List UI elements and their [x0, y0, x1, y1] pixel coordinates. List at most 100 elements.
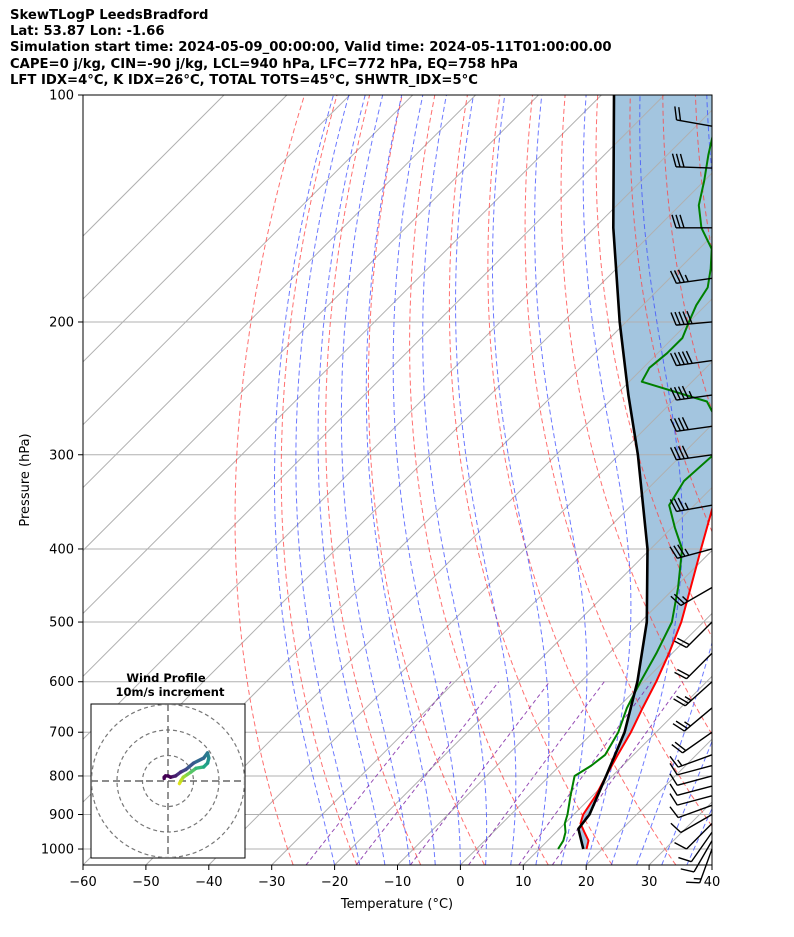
isotherm: [83, 95, 351, 363]
title-line-3: Simulation start time: 2024-05-09_00:00:…: [10, 40, 612, 56]
x-tick-label: 20: [578, 875, 595, 890]
wind-barb: [678, 831, 713, 863]
hodograph-inset: Wind Profile 10m/s increment: [90, 671, 246, 859]
moist-adiabat: [610, 95, 683, 865]
isotherm: [208, 361, 712, 865]
y-tick-label: 600: [49, 675, 74, 690]
wind-barb: [680, 840, 713, 873]
moist-adiabat: [317, 95, 386, 865]
wind-barb: [674, 822, 713, 850]
mixing-ratio-line: [409, 681, 550, 865]
y-tick-label: 800: [49, 769, 74, 784]
y-tick-label: 1000: [41, 843, 74, 858]
dry-adiabat: [524, 95, 712, 828]
cape-cin-shading: [578, 95, 712, 849]
y-tick-label: 700: [49, 726, 74, 741]
wind-barb: [673, 681, 713, 707]
dry-adiabat: [325, 95, 422, 865]
wind-barb: [670, 813, 713, 834]
moist-adiabat: [636, 95, 712, 865]
y-tick-label: 300: [49, 448, 74, 463]
isotherm: [334, 486, 712, 865]
isotherm: [460, 612, 712, 865]
isotherm: [145, 298, 712, 865]
hodograph-segment: [191, 756, 206, 765]
wind-barb: [669, 350, 713, 367]
moist-adiabat: [582, 95, 632, 865]
moist-adiabat: [534, 95, 588, 865]
temperature-line: [579, 505, 712, 850]
mixing-ratio-line: [551, 681, 684, 865]
wind-barb: [669, 269, 713, 284]
isotherm: [83, 95, 602, 615]
x-tick-label: 10: [515, 875, 532, 890]
moist-adiabat: [661, 739, 712, 865]
figure-header: SkewTLogP LeedsBradford Lat: 53.87 Lon: …: [10, 8, 612, 89]
dry-adiabat: [409, 95, 549, 865]
isotherm: [397, 549, 712, 865]
wind-barb: [669, 445, 713, 461]
moist-adiabat: [340, 95, 411, 865]
moist-adiabat: [455, 95, 517, 865]
dry-adiabat: [448, 95, 613, 865]
y-tick-label: 500: [49, 616, 74, 631]
dry-adiabat: [560, 95, 712, 736]
dry-adiabat: [662, 95, 712, 413]
y-tick-label: 100: [49, 89, 74, 104]
moist-adiabat: [295, 95, 361, 865]
parcel-line: [577, 95, 649, 850]
y-axis-label: Pressure (hPa): [18, 433, 33, 526]
wind-barb: [669, 773, 713, 786]
moist-adiabat: [392, 95, 461, 865]
isotherm: [83, 95, 665, 678]
isotherm: [775, 95, 794, 865]
wind-barb: [669, 497, 713, 513]
x-tick-label: 30: [641, 875, 658, 890]
isotherm: [83, 109, 712, 740]
isotherm: [522, 675, 712, 865]
x-axis-label: Temperature (°C): [340, 897, 453, 912]
axes: −60 −50 −40 −30 −20 −10 0 10 20 30 40 1000 900 800 700…: [41, 89, 720, 891]
isotherm: [271, 423, 712, 865]
title-line-4: CAPE=0 j/kg, CIN=-90 j/kg, LCL=940 hPa, …: [10, 56, 519, 72]
wind-barb: [672, 707, 713, 732]
dry-adiabat: [367, 95, 485, 865]
wind-barb: [670, 586, 713, 607]
x-tick-label: −60: [69, 875, 96, 890]
title-line-2: Lat: 53.87 Lon: -1.66: [10, 24, 165, 40]
dry-adiabat: [280, 95, 358, 865]
wind-barb: [674, 652, 713, 680]
moist-adiabat: [274, 95, 336, 865]
inset-title: Wind Profile: [126, 671, 206, 685]
wind-barb: [669, 416, 713, 432]
wind-barbs: [669, 106, 713, 884]
wind-barb: [670, 310, 713, 326]
y-tick-label: 400: [49, 542, 74, 557]
isotherm: [83, 95, 539, 552]
dry-adiabat: [761, 95, 794, 865]
inset-subtitle: 10m/s increment: [116, 685, 225, 699]
wind-barb: [669, 793, 713, 806]
dry-adiabat: [595, 95, 712, 639]
isotherm: [83, 95, 414, 426]
wind-barb: [669, 762, 713, 776]
wind-barb: [674, 621, 713, 649]
wind-barb: [671, 153, 713, 169]
x-tick-label: 40: [704, 875, 721, 890]
wind-barb: [671, 214, 712, 229]
wind-barb: [669, 754, 713, 768]
title-line-1: SkewTLogP LeedsBradford: [10, 8, 209, 23]
cin-area: [578, 95, 712, 849]
x-tick-label: 0: [456, 875, 464, 890]
x-tick-label: −40: [195, 875, 222, 890]
moist-adiabat: [686, 807, 712, 865]
moist-adiabat: [422, 95, 488, 865]
isotherm: [83, 95, 225, 237]
mixing-ratio-line: [355, 681, 499, 865]
dry-adiabat: [728, 95, 794, 865]
title-line-5: LFT IDX=4°C, K IDX=26°C, TOTAL TOTS=45°C…: [10, 72, 478, 88]
isotherm: [711, 864, 712, 865]
x-tick-label: −30: [258, 875, 285, 890]
wind-barb: [686, 848, 713, 884]
